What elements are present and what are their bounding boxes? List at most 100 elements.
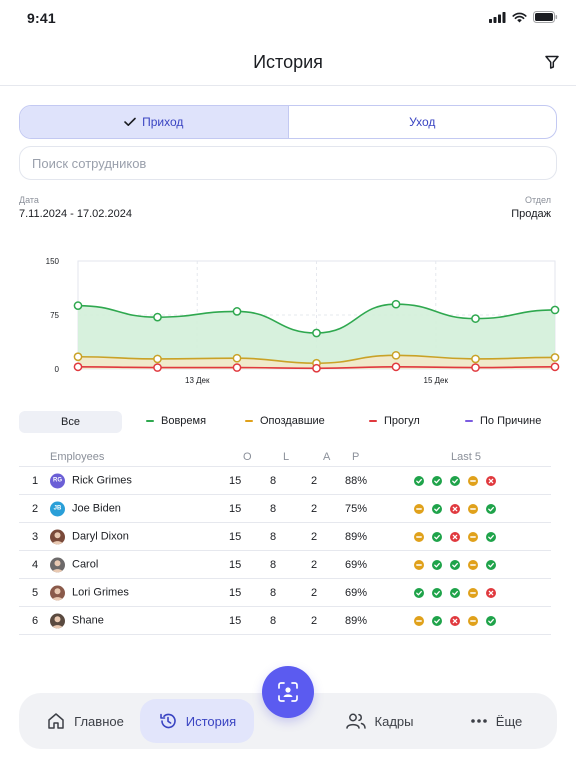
chart-x-tick-label: 13 Дек (185, 376, 210, 385)
avatar (50, 585, 65, 600)
chart-y-tick-label: 75 (50, 311, 59, 320)
chart-point-1 (73, 352, 83, 362)
chart-point-2 (391, 362, 401, 372)
table-row[interactable]: 4 Carol 15 8 2 69% (19, 551, 551, 579)
employee-name: Rick Grimes (72, 474, 132, 487)
row-number: 6 (32, 614, 39, 627)
x-circle-icon (486, 587, 496, 598)
header-p: P (352, 450, 360, 463)
people-icon (345, 713, 366, 729)
header-employees: Employees (50, 450, 105, 463)
minus-circle-icon (414, 503, 424, 514)
direction-segmented-control: Приход Уход (19, 105, 557, 139)
row-number: 5 (32, 586, 39, 599)
last5-indicators (414, 559, 496, 570)
legend-absent-swatch (369, 420, 377, 422)
avatar-initials: RG (53, 477, 62, 484)
percent-value: 88% (345, 474, 368, 487)
absent-count: 2 (311, 474, 318, 487)
check-circle-icon (414, 587, 424, 598)
search-input[interactable] (20, 147, 556, 179)
minus-circle-icon (468, 475, 478, 486)
check-circle-icon (486, 531, 496, 542)
check-circle-icon (432, 503, 442, 514)
absent-count: 2 (311, 558, 318, 571)
late-count: 8 (270, 586, 277, 599)
legend-on-time[interactable]: Вовремя (146, 415, 206, 427)
chart-point-1 (550, 353, 560, 362)
chart-point-2 (153, 363, 162, 372)
avatar-photo-icon (52, 559, 63, 572)
table-row[interactable]: 6 Shane 15 8 2 89% (19, 607, 551, 635)
table-row[interactable]: 1 RG Rick Grimes 15 8 2 88% (19, 467, 551, 495)
legend-excused-swatch (465, 420, 473, 422)
navigation-bar: История (0, 40, 576, 86)
check-circle-icon (432, 615, 442, 626)
minus-circle-icon (414, 559, 424, 570)
employee-cell: Carol (50, 557, 98, 572)
department-label: Отдел (524, 195, 551, 205)
filter-icon (545, 55, 559, 69)
face-scan-button[interactable] (262, 666, 314, 718)
avatar-photo-icon (52, 587, 63, 600)
table-row[interactable]: 3 Daryl Dixon 15 8 2 89% (19, 523, 551, 551)
absent-count: 2 (311, 502, 318, 515)
chart-point-1 (471, 354, 480, 364)
legend-late[interactable]: Опоздавшие (245, 415, 325, 427)
late-count: 8 (270, 614, 277, 627)
minus-circle-icon (468, 615, 478, 626)
chart-point-1 (232, 353, 242, 363)
x-circle-icon (486, 475, 496, 486)
employee-cell: Daryl Dixon (50, 529, 129, 544)
header-last5: Last 5 (451, 450, 481, 463)
battery-icon (533, 11, 558, 23)
on-time-count: 15 (229, 558, 242, 571)
check-circle-icon (414, 475, 424, 486)
checkmark-icon (124, 117, 136, 126)
last5-indicators (414, 531, 496, 542)
table-row[interactable]: 5 Lori Grimes 15 8 2 69% (19, 579, 551, 607)
late-count: 8 (270, 558, 277, 571)
segment-leave-label: Уход (409, 115, 436, 129)
segment-income-label: Приход (142, 115, 184, 129)
bottom-tab-bar: Главное История Кадры Ёще (19, 693, 557, 749)
date-range-value[interactable]: 7.11.2024 - 17.02.2024 (19, 208, 132, 220)
minus-circle-icon (468, 503, 478, 514)
tab-home[interactable]: Главное (37, 699, 133, 743)
header-l: L (283, 450, 290, 463)
filter-all-chip[interactable]: Все (19, 411, 122, 433)
chart-point-0 (312, 328, 321, 338)
check-circle-icon (432, 559, 442, 570)
chart-point-0 (153, 312, 162, 322)
check-circle-icon (450, 475, 460, 486)
percent-value: 69% (345, 586, 368, 599)
legend-absent[interactable]: Прогул (369, 415, 420, 427)
department-value[interactable]: Продаж (511, 208, 551, 220)
avatar (50, 613, 65, 628)
tab-history[interactable]: История (140, 699, 254, 743)
table-row[interactable]: 2 JB Joe Biden 15 8 2 75% (19, 495, 551, 523)
employee-cell: Shane (50, 613, 104, 628)
avatar-photo-icon (52, 531, 63, 544)
chart-point-0 (550, 305, 560, 315)
chart-y-tick-label: 150 (46, 257, 60, 266)
segment-income[interactable]: Приход (20, 106, 289, 138)
percent-value: 89% (345, 614, 368, 627)
late-count: 8 (270, 474, 277, 487)
check-circle-icon (432, 531, 442, 542)
filter-button[interactable] (542, 52, 562, 72)
employee-cell: RG Rick Grimes (50, 473, 132, 488)
chart-point-2 (232, 363, 242, 372)
segment-leave[interactable]: Уход (289, 106, 557, 138)
employee-name: Carol (72, 558, 99, 571)
chart-point-2 (471, 363, 480, 372)
percent-value: 69% (345, 558, 368, 571)
legend-excused[interactable]: По Причине (465, 415, 541, 427)
minus-circle-icon (468, 531, 478, 542)
status-filter-bar: Все Вовремя Опоздавшие Прогул По Причине (19, 411, 557, 433)
tab-staff[interactable]: Кадры (336, 699, 422, 743)
avatar-photo-icon (52, 615, 63, 628)
tab-more[interactable]: Ёще (459, 699, 533, 743)
face-scan-icon (278, 682, 298, 702)
legend-on-time-swatch (146, 420, 154, 422)
